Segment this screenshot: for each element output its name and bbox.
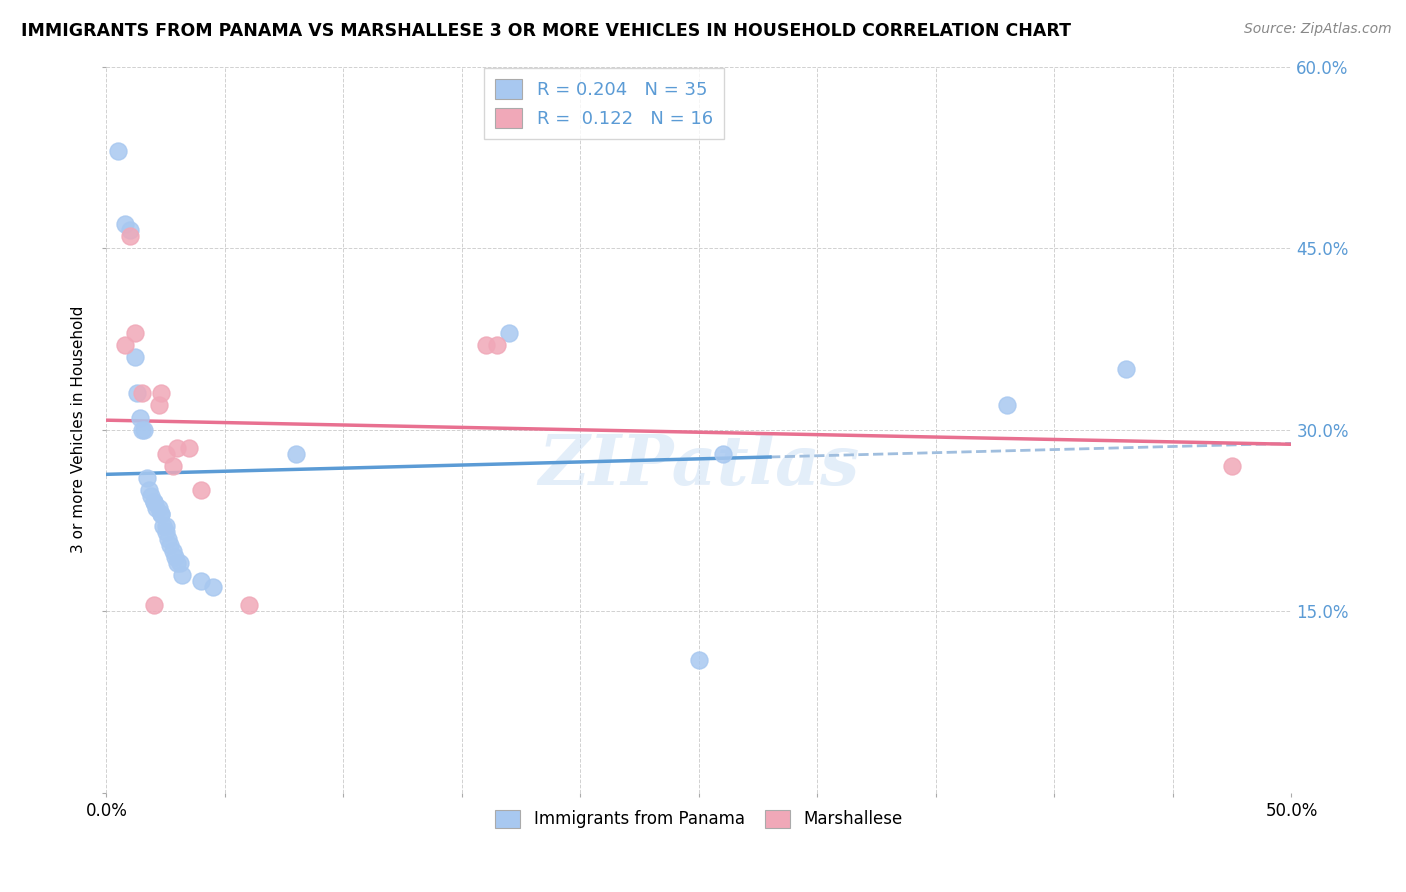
Point: [149, 508, 172, 522]
Point: [149, 508, 172, 522]
Point: [142, 495, 165, 509]
Point: [688, 652, 710, 666]
Point: [114, 338, 136, 352]
Point: [202, 580, 225, 594]
Point: [190, 574, 212, 588]
Point: [498, 326, 520, 340]
Point: [156, 532, 179, 546]
Text: ZIPatlas: ZIPatlas: [538, 433, 859, 500]
Point: [124, 326, 146, 340]
Point: [155, 519, 177, 533]
Point: [127, 386, 149, 401]
Point: [166, 441, 188, 455]
Legend: Immigrants from Panama, Marshallese: Immigrants from Panama, Marshallese: [489, 803, 910, 835]
Y-axis label: 3 or more Vehicles in Household: 3 or more Vehicles in Household: [72, 306, 86, 553]
Text: Source: ZipAtlas.com: Source: ZipAtlas.com: [1244, 22, 1392, 37]
Point: [159, 538, 181, 552]
Point: [145, 501, 167, 516]
Point: [179, 441, 201, 455]
Point: [120, 223, 142, 237]
Point: [285, 447, 308, 461]
Point: [238, 598, 260, 612]
Point: [142, 495, 165, 509]
Point: [138, 483, 160, 497]
Point: [474, 338, 496, 352]
Point: [155, 525, 177, 540]
Point: [172, 567, 194, 582]
Point: [128, 410, 150, 425]
Point: [107, 145, 129, 159]
Point: [131, 423, 153, 437]
Point: [135, 471, 157, 485]
Text: IMMIGRANTS FROM PANAMA VS MARSHALLESE 3 OR MORE VEHICLES IN HOUSEHOLD CORRELATIO: IMMIGRANTS FROM PANAMA VS MARSHALLESE 3 …: [21, 22, 1071, 40]
Point: [148, 399, 170, 413]
Point: [114, 217, 136, 231]
Point: [166, 556, 188, 570]
Point: [149, 386, 172, 401]
Point: [141, 489, 163, 503]
Point: [190, 483, 212, 497]
Point: [131, 386, 153, 401]
Point: [995, 399, 1018, 413]
Point: [165, 549, 187, 564]
Point: [162, 458, 184, 473]
Point: [148, 501, 170, 516]
Point: [162, 543, 184, 558]
Point: [152, 519, 174, 533]
Point: [142, 598, 165, 612]
Point: [134, 423, 156, 437]
Point: [120, 229, 142, 244]
Point: [486, 338, 509, 352]
Point: [124, 350, 146, 364]
Point: [711, 447, 734, 461]
Point: [1115, 362, 1137, 376]
Point: [155, 447, 177, 461]
Point: [169, 556, 191, 570]
Point: [1220, 458, 1243, 473]
